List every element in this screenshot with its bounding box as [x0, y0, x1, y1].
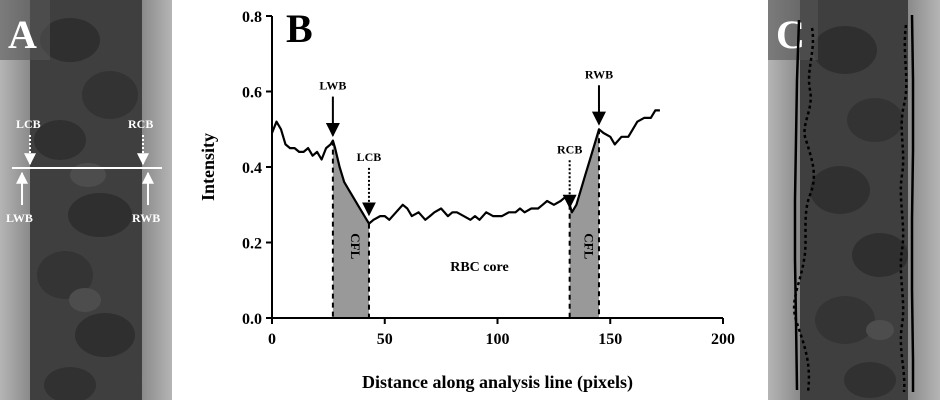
- panel-b-letter: B: [286, 6, 313, 51]
- y-tick-label: 0.8: [242, 9, 262, 26]
- x-tick-label: 0: [268, 331, 276, 348]
- panel-a-lwb-label: LWB: [6, 211, 33, 225]
- panel-c-right-wall-boundary: [910, 14, 915, 392]
- cfl-shaded-region-2: [569, 129, 599, 318]
- panel-a-left-wall: [0, 0, 30, 400]
- annotation-label-rwb: RWB: [585, 67, 613, 81]
- panel-c-letter: C: [776, 12, 805, 57]
- panel-a-right-wall: [142, 0, 172, 400]
- y-tick-label: 0.0: [242, 311, 262, 328]
- panel-c: C: [768, 0, 940, 400]
- x-tick-label: 50: [377, 331, 393, 348]
- x-tick-label: 150: [598, 331, 622, 348]
- x-axis-label: Distance along analysis line (pixels): [362, 372, 633, 393]
- panel-a-rwb-label: RWB: [132, 211, 160, 225]
- y-tick-label: 0.4: [242, 160, 262, 177]
- panel-a-lcb-label: LCB: [16, 117, 41, 131]
- intensity-line: [270, 109, 660, 225]
- x-tick-label: 100: [486, 331, 510, 348]
- panel-a-letter: A: [8, 12, 37, 57]
- y-axis-label: Intensity: [198, 133, 218, 201]
- intensity-chart: CFL CFL 0 50 100 150 200 0.0 0.2 0.4 0.6 0.8 Distanc…: [198, 9, 735, 393]
- panel-c-left-core-boundary: [792, 27, 816, 393]
- panel-c-rbc-texture: [810, 26, 908, 398]
- x-tick-label: 200: [711, 331, 735, 348]
- panel-c-right-core-boundary: [899, 24, 908, 393]
- panel-a-rbc-texture: [34, 18, 138, 400]
- cfl-label-1: CFL: [348, 233, 363, 259]
- annotation-label-lcb: LCB: [357, 150, 382, 164]
- panel-b: B CFL CFL 0 50 100 150 200 0.0 0.2 0.4 0.6 0.8 Dista…: [198, 6, 735, 393]
- annotation-label-lwb: LWB: [319, 79, 346, 93]
- cfl-shaded-region-1: [332, 140, 369, 318]
- annotation-label-rcb: RCB: [557, 142, 582, 156]
- y-tick-label: 0.2: [242, 236, 262, 253]
- cfl-label-2: CFL: [581, 233, 596, 259]
- panel-a: A LCB RCB LWB RWB: [0, 0, 172, 400]
- panel-a-rcb-label: RCB: [128, 117, 153, 131]
- y-tick-label: 0.6: [242, 85, 262, 102]
- annotation-rbc-core: RBC core: [450, 260, 508, 275]
